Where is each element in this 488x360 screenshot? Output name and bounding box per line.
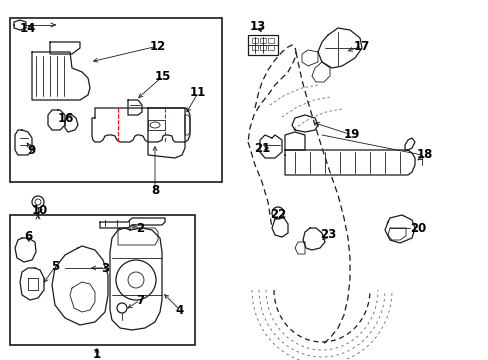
Text: 7: 7 — [136, 293, 144, 306]
Text: 10: 10 — [32, 203, 48, 216]
Bar — [10, 18, 222, 182]
Bar — [260, 45, 265, 50]
Text: 17: 17 — [353, 40, 369, 53]
Bar — [267, 38, 273, 43]
Text: 9: 9 — [28, 144, 36, 157]
Bar — [260, 38, 265, 43]
Text: 22: 22 — [269, 208, 285, 221]
Text: 20: 20 — [409, 221, 425, 234]
Text: 21: 21 — [253, 141, 269, 154]
Text: 8: 8 — [151, 184, 159, 197]
Text: 5: 5 — [51, 261, 59, 274]
Text: 4: 4 — [176, 303, 184, 316]
Text: 1: 1 — [93, 348, 101, 360]
Text: 6: 6 — [24, 230, 32, 243]
Bar — [10, 215, 195, 345]
Text: 18: 18 — [416, 148, 432, 162]
Text: 16: 16 — [58, 112, 74, 125]
Text: 11: 11 — [189, 86, 206, 99]
Text: 14: 14 — [20, 22, 36, 35]
Bar — [251, 45, 258, 50]
Text: 15: 15 — [155, 69, 171, 82]
Text: 13: 13 — [249, 19, 265, 32]
Bar — [247, 35, 278, 55]
Text: 2: 2 — [136, 221, 144, 234]
Text: 3: 3 — [101, 261, 109, 274]
Bar — [251, 38, 258, 43]
Text: 19: 19 — [343, 129, 360, 141]
Text: 23: 23 — [319, 229, 335, 242]
Bar — [267, 45, 273, 50]
Text: 12: 12 — [149, 40, 166, 53]
